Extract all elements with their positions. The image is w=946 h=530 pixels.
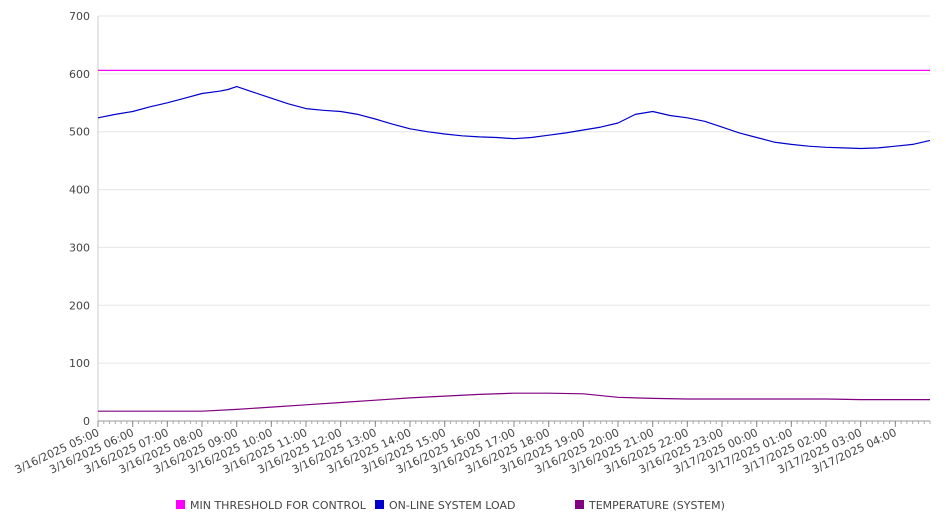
- y-tick-label: 500: [69, 126, 90, 139]
- y-tick-label: 200: [69, 299, 90, 312]
- y-tick-label: 300: [69, 241, 90, 254]
- legend-swatch: [176, 500, 185, 509]
- y-tick-label: 0: [83, 415, 90, 428]
- series-line-2: [98, 392, 930, 412]
- grid-lines: [98, 15, 930, 364]
- y-axis-ticks: 0 100 200 300 400 500 600 700: [69, 10, 90, 428]
- legend-swatch: [375, 500, 384, 509]
- series-line-1: [97, 85, 931, 150]
- y-tick-label: 400: [69, 184, 90, 197]
- y-tick-label: 700: [69, 10, 90, 23]
- axes: [97, 16, 931, 427]
- series-lines: [97, 69, 931, 412]
- legend-swatch: [575, 500, 584, 509]
- legend-label: ON-LINE SYSTEM LOAD: [389, 499, 515, 512]
- legend-label: MIN THRESHOLD FOR CONTROL: [190, 499, 367, 512]
- legend: MIN THRESHOLD FOR CONTROL ON-LINE SYSTEM …: [176, 499, 725, 512]
- legend-label: TEMPERATURE (SYSTEM): [588, 499, 725, 512]
- y-tick-label: 100: [69, 357, 90, 370]
- x-axis-ticks: 3/16/2025 05:003/16/2025 06:003/16/2025 …: [13, 426, 899, 476]
- y-tick-label: 600: [69, 68, 90, 81]
